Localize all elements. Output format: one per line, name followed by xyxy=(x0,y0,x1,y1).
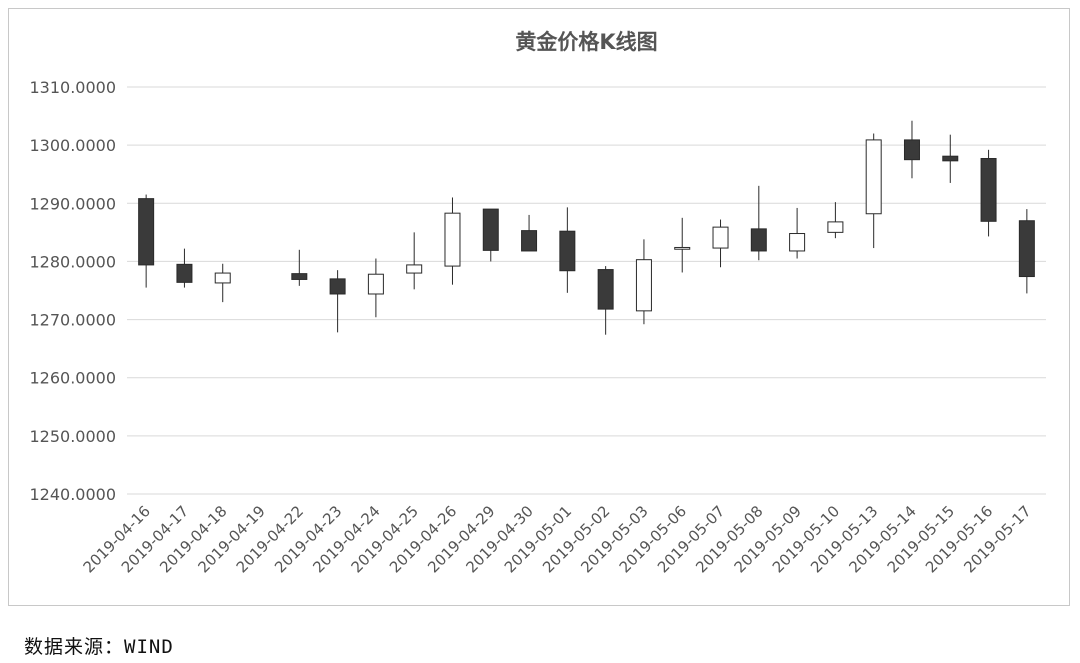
candle-body xyxy=(712,226,729,249)
candle-body xyxy=(942,155,959,162)
chart-title: 黄金价格K线图 xyxy=(515,30,657,54)
candle-body xyxy=(789,233,806,252)
candle-body xyxy=(827,221,844,233)
y-tick-label: 1270.0000 xyxy=(29,311,116,330)
candle-body xyxy=(597,269,614,310)
candle-body xyxy=(903,139,920,161)
candle-body xyxy=(176,263,193,283)
y-tick-label: 1300.0000 xyxy=(29,136,116,155)
y-tick-label: 1290.0000 xyxy=(29,194,116,213)
candle-body xyxy=(674,246,691,250)
candle-body xyxy=(559,230,576,272)
candle-body xyxy=(329,278,346,295)
candlestick-chart: 黄金价格K线图 1240.0000 1250.0000 1260.0000 1270.0… xyxy=(29,30,1046,576)
candle-body xyxy=(138,198,155,266)
chart-frame: 黄金价格K线图 1240.0000 1250.0000 1260.0000 1270.0… xyxy=(8,8,1070,606)
candle-body xyxy=(865,139,882,215)
source-note: 数据来源：WIND xyxy=(24,636,174,658)
y-tick-label: 1260.0000 xyxy=(29,369,116,388)
candle-body xyxy=(1018,220,1035,278)
y-tick-label: 1240.0000 xyxy=(29,485,116,504)
candle-body xyxy=(980,158,997,222)
candle-body xyxy=(444,212,461,267)
candle-body xyxy=(291,273,308,280)
y-tick-label: 1310.0000 xyxy=(29,78,116,97)
candle-body xyxy=(521,230,538,252)
candle-body xyxy=(367,273,384,295)
y-tick-label: 1250.0000 xyxy=(29,427,116,446)
candle-body xyxy=(482,208,499,251)
candle-body xyxy=(406,264,423,274)
candle-body xyxy=(214,272,231,284)
candle-body xyxy=(750,228,767,252)
candle-body xyxy=(635,259,652,312)
y-tick-label: 1280.0000 xyxy=(29,252,116,271)
